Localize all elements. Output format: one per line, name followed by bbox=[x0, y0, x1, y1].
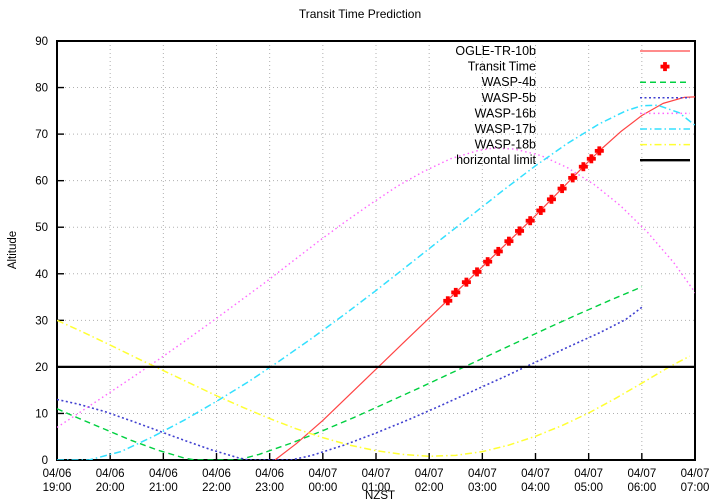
transit-marker bbox=[445, 296, 450, 306]
x-tick-label-date: 04/06 bbox=[43, 468, 72, 480]
y-axis-label: Altitude bbox=[7, 231, 19, 269]
transit-marker bbox=[597, 146, 602, 156]
x-tick-label-date: 04/07 bbox=[415, 468, 444, 480]
series-line bbox=[274, 96, 695, 460]
legend-label-wasp-18b: WASP-18b bbox=[475, 138, 536, 152]
x-tick-label-time: 21:00 bbox=[149, 482, 178, 494]
y-tick-label: 50 bbox=[35, 222, 48, 234]
series-line bbox=[57, 306, 643, 460]
x-tick-label-date: 04/07 bbox=[362, 468, 391, 480]
x-tick-label-time: 07:00 bbox=[681, 482, 710, 494]
y-tick-label: 20 bbox=[35, 362, 48, 374]
x-tick-label-date: 04/06 bbox=[96, 468, 125, 480]
x-tick-label-time: 23:00 bbox=[255, 482, 284, 494]
legend-label-wasp-4b: WASP-4b bbox=[482, 75, 536, 89]
y-tick-label: 0 bbox=[42, 455, 48, 467]
series-line bbox=[57, 147, 695, 428]
transit-marker bbox=[549, 194, 554, 204]
x-tick-label-time: 03:00 bbox=[468, 482, 497, 494]
series-wasp-4b bbox=[57, 286, 643, 460]
x-tick-label-time: 22:00 bbox=[202, 482, 231, 494]
page-title: Transit Time Prediction bbox=[299, 7, 421, 21]
x-tick-label-date: 04/07 bbox=[521, 468, 550, 480]
y-tick-label: 30 bbox=[35, 315, 48, 327]
x-tick-label-date: 04/06 bbox=[149, 468, 178, 480]
x-tick-label-date: 04/07 bbox=[627, 468, 656, 480]
series-line bbox=[57, 104, 695, 460]
x-tick-label-time: 01:00 bbox=[362, 482, 391, 494]
legend-label-wasp-16b: WASP-16b bbox=[475, 106, 536, 120]
series-transit-time bbox=[443, 146, 604, 306]
y-tick-label: 90 bbox=[35, 36, 48, 48]
x-tick-label-time: 20:00 bbox=[96, 482, 125, 494]
legend-label-horizontal-limit: horizontal limit bbox=[456, 153, 536, 167]
transit-marker bbox=[570, 173, 575, 183]
series-wasp-16b bbox=[57, 147, 695, 428]
legend-swatch-marker bbox=[663, 62, 667, 72]
x-tick-label-date: 04/06 bbox=[255, 468, 284, 480]
transit-marker bbox=[517, 226, 522, 236]
series-wasp-17b bbox=[57, 104, 695, 460]
transit-marker bbox=[528, 216, 533, 226]
x-tick-label-date: 04/07 bbox=[468, 468, 497, 480]
transit-marker bbox=[485, 257, 490, 267]
x-axis-label: NZST bbox=[365, 490, 395, 502]
transit-marker bbox=[496, 246, 501, 256]
transit-marker bbox=[581, 162, 586, 172]
y-tick-label: 70 bbox=[35, 129, 48, 141]
x-tick-label-time: 19:00 bbox=[43, 482, 72, 494]
x-tick-label-date: 04/07 bbox=[308, 468, 337, 480]
series-line bbox=[57, 286, 643, 460]
legend-label-wasp-17b: WASP-17b bbox=[475, 122, 536, 136]
y-tick-label: 10 bbox=[35, 408, 48, 420]
x-tick-label-date: 04/07 bbox=[574, 468, 603, 480]
data-series-layer bbox=[57, 96, 695, 460]
transit-marker bbox=[507, 236, 511, 246]
legend-label-transit-time: Transit Time bbox=[468, 60, 536, 74]
x-tick-label-date: 04/06 bbox=[202, 468, 231, 480]
y-tick-label: 80 bbox=[35, 83, 48, 95]
series-wasp-18b bbox=[57, 319, 691, 458]
x-axis-ticks: 04/06 19:00 04/06 20:00 04/06 21:00 04/06 22:00… bbox=[43, 453, 710, 494]
transit-marker bbox=[589, 154, 594, 164]
x-tick-label-date: 04/07 bbox=[681, 468, 710, 480]
plot-frame bbox=[56, 40, 696, 461]
legend-label-ogle-tr-10b: OGLE-TR-10b bbox=[455, 44, 536, 58]
series-wasp-5b bbox=[57, 306, 643, 460]
transit-marker bbox=[475, 267, 479, 277]
x-tick-label-time: 04:00 bbox=[521, 482, 550, 494]
series-ogle-tr-10b bbox=[274, 96, 695, 460]
series-line bbox=[57, 319, 691, 458]
x-tick-label-time: 05:00 bbox=[574, 482, 603, 494]
x-tick-label-time: 00:00 bbox=[308, 482, 337, 494]
transit-marker bbox=[453, 287, 458, 297]
x-tick-label-time: 06:00 bbox=[627, 482, 656, 494]
legend-label-wasp-5b: WASP-5b bbox=[482, 91, 536, 105]
y-tick-label: 60 bbox=[35, 176, 48, 188]
transit-marker bbox=[560, 184, 564, 194]
transit-marker bbox=[464, 277, 469, 287]
y-tick-label: 40 bbox=[35, 269, 48, 281]
transit-marker bbox=[538, 205, 543, 215]
x-tick-label-time: 02:00 bbox=[415, 482, 444, 494]
